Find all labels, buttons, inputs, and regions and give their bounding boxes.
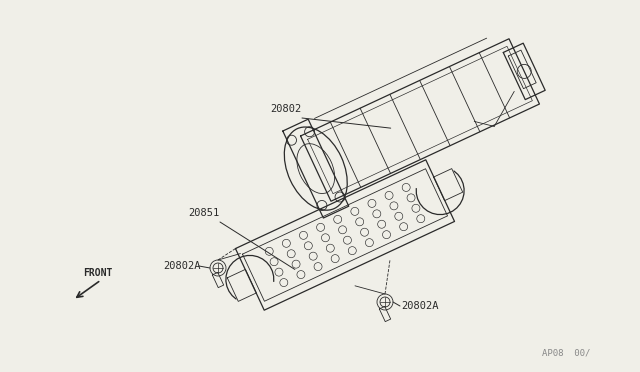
- Text: 20851: 20851: [188, 208, 220, 218]
- Text: 20802: 20802: [270, 104, 301, 114]
- Text: AP08  00/: AP08 00/: [541, 349, 590, 358]
- Text: 20802A: 20802A: [163, 261, 200, 271]
- Text: FRONT: FRONT: [83, 268, 113, 278]
- Text: 20802A: 20802A: [401, 301, 438, 311]
